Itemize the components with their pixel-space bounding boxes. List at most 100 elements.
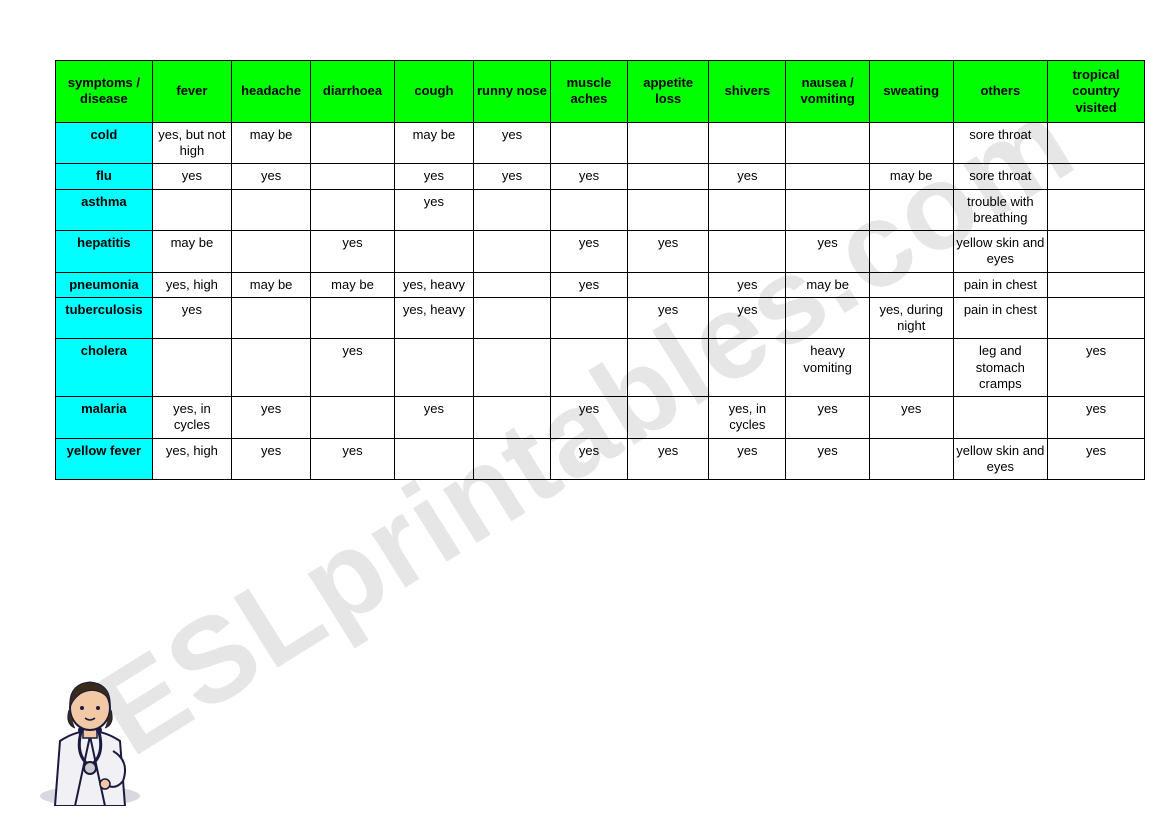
cell — [152, 339, 231, 397]
col-sweating: sweating — [869, 61, 953, 123]
table-row: hepatitis may be yes yes yes yes yellow … — [56, 231, 1145, 273]
cell: yes, high — [152, 272, 231, 297]
table-row: tuberculosis yes yes, heavy yes yes yes,… — [56, 297, 1145, 339]
cell — [709, 189, 786, 231]
cell: may be — [869, 164, 953, 189]
col-fever: fever — [152, 61, 231, 123]
cell — [786, 164, 870, 189]
cell: pain in chest — [953, 297, 1048, 339]
col-muscle-aches: muscle aches — [550, 61, 627, 123]
cell — [232, 231, 311, 273]
cell — [474, 339, 551, 397]
cell: yes — [311, 231, 395, 273]
cell: may be — [394, 122, 473, 164]
cell — [311, 189, 395, 231]
col-runny-nose: runny nose — [474, 61, 551, 123]
cell — [627, 164, 708, 189]
cell — [1048, 189, 1145, 231]
cell — [869, 339, 953, 397]
disease-flu: flu — [56, 164, 153, 189]
cell — [627, 189, 708, 231]
cell: yes — [232, 397, 311, 439]
cell — [394, 438, 473, 480]
cell — [1048, 164, 1145, 189]
cell: may be — [152, 231, 231, 273]
cell — [474, 438, 551, 480]
symptoms-disease-table: symptoms / disease fever headache diarrh… — [55, 60, 1145, 480]
table-header-row: symptoms / disease fever headache diarrh… — [56, 61, 1145, 123]
cell: yes — [550, 231, 627, 273]
cell — [311, 122, 395, 164]
table-body: cold yes, but not high may be may be yes… — [56, 122, 1145, 479]
cell — [311, 297, 395, 339]
cell: pain in chest — [953, 272, 1048, 297]
cell: yellow skin and eyes — [953, 231, 1048, 273]
symptoms-table-wrap: symptoms / disease fever headache diarrh… — [55, 60, 1145, 480]
cell — [232, 297, 311, 339]
cell: yes — [474, 164, 551, 189]
cell — [474, 397, 551, 439]
cell — [311, 164, 395, 189]
cell: may be — [786, 272, 870, 297]
cell: may be — [232, 272, 311, 297]
cell: yes — [152, 164, 231, 189]
cell — [786, 297, 870, 339]
cell: may be — [232, 122, 311, 164]
disease-yellow-fever: yellow fever — [56, 438, 153, 480]
cell — [1048, 297, 1145, 339]
cell: yes — [232, 438, 311, 480]
cell — [1048, 231, 1145, 273]
cell — [709, 231, 786, 273]
cell — [474, 297, 551, 339]
disease-cold: cold — [56, 122, 153, 164]
cell: sore throat — [953, 122, 1048, 164]
page: ESLprintables.com symptoms / disea — [0, 0, 1169, 821]
cell — [550, 297, 627, 339]
cell — [627, 339, 708, 397]
cell: yes — [709, 297, 786, 339]
cell: yes — [394, 397, 473, 439]
cell — [627, 122, 708, 164]
cell: yes, but not high — [152, 122, 231, 164]
cell — [953, 397, 1048, 439]
cell: yes — [627, 231, 708, 273]
table-row: malaria yes, in cycles yes yes yes yes, … — [56, 397, 1145, 439]
cell: yes — [1048, 339, 1145, 397]
cell: yes, high — [152, 438, 231, 480]
cell: trouble with breathing — [953, 189, 1048, 231]
doctor-clipart-icon — [35, 666, 145, 806]
cell: yes — [627, 438, 708, 480]
table-row: cholera yes heavy vomiting leg and stoma… — [56, 339, 1145, 397]
cell: yes — [550, 272, 627, 297]
cell — [786, 122, 870, 164]
cell: yes — [627, 297, 708, 339]
cell: yes — [550, 438, 627, 480]
cell — [627, 397, 708, 439]
table-row: flu yes yes yes yes yes yes may be sore … — [56, 164, 1145, 189]
cell: yellow skin and eyes — [953, 438, 1048, 480]
cell — [311, 397, 395, 439]
cell: yes — [311, 438, 395, 480]
col-tropical: tropical country visited — [1048, 61, 1145, 123]
cell: yes — [394, 189, 473, 231]
cell — [474, 189, 551, 231]
cell: yes — [550, 164, 627, 189]
cell: yes — [786, 231, 870, 273]
table-row: pneumonia yes, high may be may be yes, h… — [56, 272, 1145, 297]
cell: yes, during night — [869, 297, 953, 339]
disease-tuberculosis: tuberculosis — [56, 297, 153, 339]
cell — [709, 339, 786, 397]
cell — [869, 231, 953, 273]
cell: yes — [1048, 397, 1145, 439]
cell: yes — [709, 438, 786, 480]
table-header: symptoms / disease fever headache diarrh… — [56, 61, 1145, 123]
cell: yes — [869, 397, 953, 439]
col-headache: headache — [232, 61, 311, 123]
cell: may be — [311, 272, 395, 297]
col-others: others — [953, 61, 1048, 123]
cell: yes — [1048, 438, 1145, 480]
cell: heavy vomiting — [786, 339, 870, 397]
cell — [1048, 272, 1145, 297]
col-cough: cough — [394, 61, 473, 123]
cell: yes — [709, 164, 786, 189]
